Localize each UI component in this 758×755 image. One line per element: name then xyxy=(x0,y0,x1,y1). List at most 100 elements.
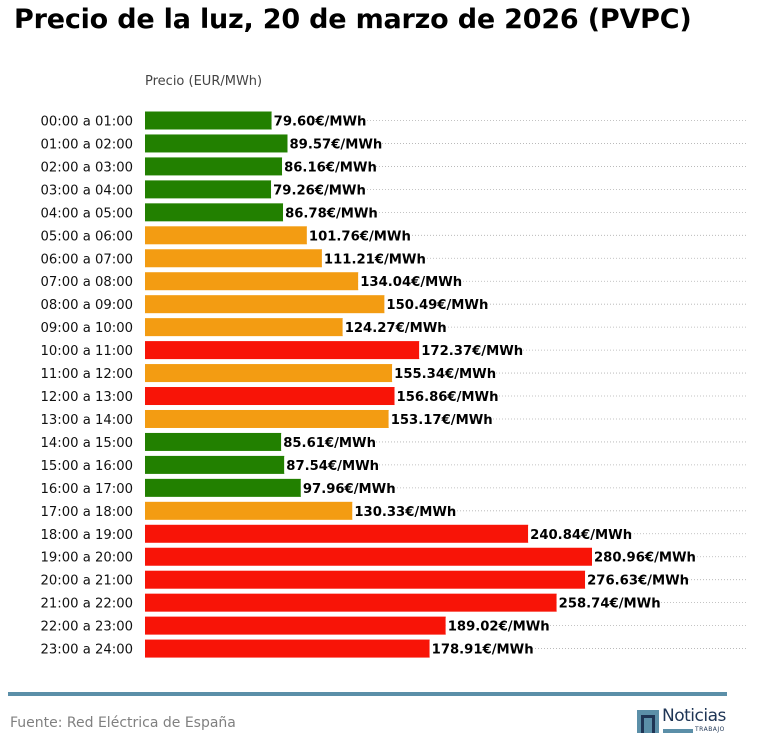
value-label-bg xyxy=(281,433,370,450)
bar-2 xyxy=(145,157,283,176)
value-label-bg xyxy=(306,227,404,244)
bar-chart: 00:00 a 01:00 79.60€/MWh 01:00 a 02:00 89.5… xyxy=(41,111,748,658)
category-label: 19:00 a 20:00 xyxy=(41,551,133,566)
value-label-bg xyxy=(321,250,419,267)
noticias-trabajo-logo: Noticias TRABAJO xyxy=(637,706,729,735)
value-label: 79.26€/MWh xyxy=(273,183,366,198)
value-label: 276.63€/MWh xyxy=(587,574,689,589)
source-text: Fuente: Red Eléctrica de España xyxy=(10,715,236,731)
bar-4 xyxy=(145,203,284,222)
value-label-bg xyxy=(592,548,689,565)
axis-title: Precio (EUR/MWh) xyxy=(145,74,263,89)
value-label-bg xyxy=(342,319,440,336)
category-label: 16:00 a 17:00 xyxy=(41,482,133,497)
category-label: 12:00 a 13:00 xyxy=(41,390,133,405)
value-label-bg xyxy=(419,342,516,359)
bar-15 xyxy=(145,455,285,474)
category-label: 20:00 a 21:00 xyxy=(41,574,133,589)
value-label-bg xyxy=(284,456,373,473)
value-label-bg xyxy=(352,502,449,519)
category-label: 03:00 a 04:00 xyxy=(41,183,133,198)
logo-n-icon xyxy=(637,710,659,733)
value-label: 156.86€/MWh xyxy=(397,390,499,405)
value-label-bg xyxy=(585,571,682,588)
category-label: 10:00 a 11:00 xyxy=(41,344,133,359)
value-label-bg xyxy=(300,479,389,496)
value-label: 87.54€/MWh xyxy=(286,459,379,474)
bar-1 xyxy=(145,134,288,153)
bar-20 xyxy=(145,570,586,589)
value-label-bg xyxy=(271,112,360,129)
category-label: 00:00 a 01:00 xyxy=(41,115,133,130)
bar-12 xyxy=(145,387,395,406)
chart-title: Precio de la luz, 20 de marzo de 2026 (P… xyxy=(14,4,692,35)
bar-21 xyxy=(145,593,557,612)
value-label-bg xyxy=(528,525,625,542)
bar-5 xyxy=(145,226,307,245)
value-label-bg xyxy=(392,365,489,382)
value-label: 130.33€/MWh xyxy=(354,505,456,520)
value-label-bg xyxy=(556,594,654,611)
logo-underline xyxy=(663,729,693,733)
category-label: 22:00 a 23:00 xyxy=(41,620,133,635)
bar-19 xyxy=(145,547,592,566)
bar-23 xyxy=(145,639,430,658)
bar-3 xyxy=(145,180,272,199)
category-label: 08:00 a 09:00 xyxy=(41,298,133,313)
value-label: 89.57€/MWh xyxy=(290,137,383,152)
bar-14 xyxy=(145,432,282,451)
category-label: 07:00 a 08:00 xyxy=(41,275,133,290)
value-label: 240.84€/MWh xyxy=(530,528,632,543)
category-label: 23:00 a 24:00 xyxy=(41,643,133,658)
value-label-bg xyxy=(384,296,481,313)
category-label: 09:00 a 10:00 xyxy=(41,321,133,336)
value-label: 258.74€/MWh xyxy=(559,597,661,612)
category-label: 11:00 a 12:00 xyxy=(41,367,133,382)
category-label: 13:00 a 14:00 xyxy=(41,413,133,428)
value-label: 85.61€/MWh xyxy=(283,436,376,451)
value-label-bg xyxy=(282,158,371,175)
value-label-bg xyxy=(283,204,372,221)
logo-word: Noticias xyxy=(662,706,726,726)
category-label: 21:00 a 22:00 xyxy=(41,597,133,612)
category-label: 06:00 a 07:00 xyxy=(41,252,133,267)
footer-rule xyxy=(8,692,727,696)
category-label: 14:00 a 15:00 xyxy=(41,436,133,451)
value-label: 101.76€/MWh xyxy=(309,229,411,244)
value-label-bg xyxy=(358,273,455,290)
bar-18 xyxy=(145,524,529,543)
value-label-bg xyxy=(287,135,376,152)
value-label: 155.34€/MWh xyxy=(394,367,496,382)
bar-0 xyxy=(145,111,272,130)
bar-17 xyxy=(145,501,353,520)
value-label: 280.96€/MWh xyxy=(594,551,696,566)
value-label: 189.02€/MWh xyxy=(448,620,550,635)
bar-7 xyxy=(145,272,359,291)
value-label: 111.21€/MWh xyxy=(324,252,426,267)
category-label: 04:00 a 05:00 xyxy=(41,206,133,221)
value-label: 86.78€/MWh xyxy=(285,206,378,221)
bar-16 xyxy=(145,478,301,497)
value-label-bg xyxy=(445,617,543,634)
value-label: 86.16€/MWh xyxy=(284,160,377,175)
value-label-bg xyxy=(429,640,527,657)
category-label: 01:00 a 02:00 xyxy=(41,137,133,152)
bar-8 xyxy=(145,295,385,314)
value-label: 134.04€/MWh xyxy=(360,275,462,290)
category-label: 17:00 a 18:00 xyxy=(41,505,133,520)
value-label: 172.37€/MWh xyxy=(421,344,523,359)
value-label-bg xyxy=(394,388,491,405)
value-label-bg xyxy=(271,181,360,198)
bar-13 xyxy=(145,409,389,428)
value-label: 153.17€/MWh xyxy=(391,413,493,428)
category-label: 15:00 a 16:00 xyxy=(41,459,133,474)
value-label: 150.49€/MWh xyxy=(386,298,488,313)
value-label: 124.27€/MWh xyxy=(345,321,447,336)
value-label: 79.60€/MWh xyxy=(274,115,367,130)
category-label: 02:00 a 03:00 xyxy=(41,160,133,175)
value-label: 97.96€/MWh xyxy=(303,482,396,497)
category-label: 05:00 a 06:00 xyxy=(41,229,133,244)
logo-subtitle: TRABAJO xyxy=(695,726,725,733)
bar-10 xyxy=(145,341,420,360)
bar-11 xyxy=(145,364,393,383)
